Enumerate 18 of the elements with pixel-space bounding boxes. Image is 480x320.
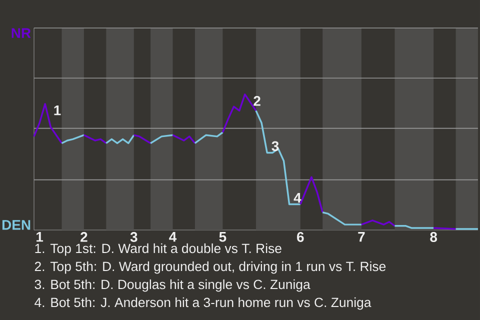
x-tick-label: 8 (430, 232, 438, 242)
x-tick-label: 3 (130, 232, 138, 242)
x-tick-label: 7 (358, 232, 365, 242)
text: 2. Top 5th: D. Ward grounded out, driving in 1 run vs T. Rise (34, 261, 386, 274)
text: 4. Bot 5th: J. Anderson hit a 3-run home run vs C. Zuniga (34, 297, 372, 310)
x-tick-label: 1 (36, 232, 44, 242)
text: 1. Top 1st: D. Ward hit a double vs T. Rise (35, 243, 282, 256)
annotation: 2 (254, 96, 260, 106)
x-tick-label: 6 (297, 232, 304, 242)
text: 3. Bot 5th: D. Douglas hit a single vs C. Zuniga (34, 279, 310, 292)
x-tick-label: 5 (219, 232, 226, 242)
x-tick-label: 4 (169, 232, 177, 242)
x-tick-label: 2 (80, 232, 88, 242)
annotation: 1 (54, 106, 61, 116)
annotation: 4 (294, 193, 302, 203)
text: NR (12, 28, 31, 38)
annotation: 3 (272, 141, 279, 152)
text: DEN (2, 220, 30, 230)
